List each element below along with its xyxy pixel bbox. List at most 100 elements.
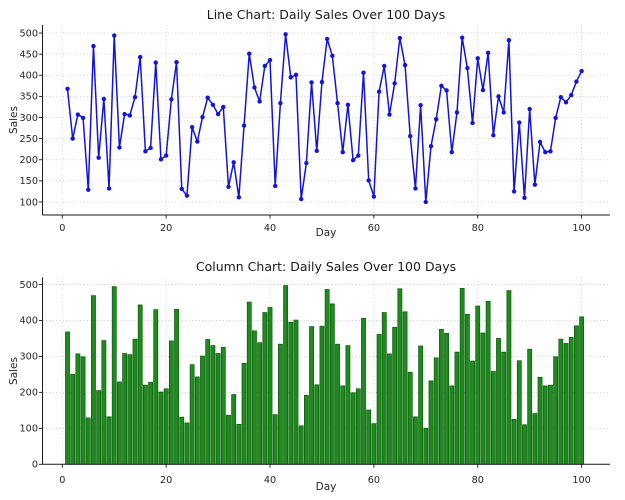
bar bbox=[428, 380, 434, 465]
bar bbox=[324, 289, 330, 465]
bar bbox=[329, 303, 335, 465]
bar bbox=[236, 424, 242, 465]
data-point bbox=[501, 110, 506, 115]
y-tick-label: 400 bbox=[20, 71, 39, 82]
bar bbox=[335, 343, 340, 465]
data-point bbox=[527, 106, 532, 112]
y-tick-label: 150 bbox=[20, 176, 39, 187]
data-point bbox=[496, 94, 501, 99]
bar bbox=[459, 288, 465, 465]
bar bbox=[413, 416, 418, 465]
data-point bbox=[65, 86, 70, 91]
bar bbox=[215, 353, 221, 465]
data-point bbox=[273, 183, 278, 189]
data-point bbox=[298, 196, 304, 202]
bar bbox=[246, 301, 252, 465]
column-chart-xlabel: Day bbox=[315, 481, 337, 493]
bar bbox=[153, 309, 159, 465]
data-point bbox=[184, 193, 190, 198]
bar bbox=[174, 308, 179, 465]
bar bbox=[350, 392, 356, 465]
data-point bbox=[117, 145, 122, 150]
data-point bbox=[122, 111, 127, 117]
bar bbox=[220, 347, 226, 465]
bar bbox=[80, 356, 86, 465]
data-point bbox=[70, 136, 75, 141]
y-tick-label: 200 bbox=[20, 155, 39, 166]
data-point bbox=[288, 75, 293, 80]
data-point bbox=[80, 115, 86, 121]
data-point bbox=[262, 63, 268, 69]
data-point bbox=[543, 149, 548, 155]
data-point bbox=[127, 113, 133, 118]
bar bbox=[392, 326, 398, 465]
data-point bbox=[96, 155, 101, 160]
bar bbox=[101, 340, 107, 465]
x-tick-label: 40 bbox=[264, 475, 276, 486]
data-point bbox=[397, 35, 403, 41]
x-tick-label: 40 bbox=[264, 223, 276, 234]
bar bbox=[475, 305, 481, 465]
column-chart-ylabel: Sales bbox=[8, 357, 20, 385]
data-point bbox=[522, 195, 527, 200]
bar bbox=[205, 339, 211, 465]
data-point bbox=[532, 182, 538, 187]
bar bbox=[553, 356, 559, 465]
bar bbox=[200, 355, 205, 465]
bar bbox=[449, 385, 455, 465]
data-point bbox=[215, 111, 221, 117]
data-point bbox=[423, 199, 429, 205]
bar bbox=[574, 325, 579, 465]
bar bbox=[91, 295, 96, 465]
bar bbox=[65, 331, 70, 465]
bar bbox=[278, 343, 283, 465]
bar bbox=[496, 338, 501, 465]
data-point bbox=[517, 120, 522, 125]
bar bbox=[111, 286, 117, 465]
bar bbox=[314, 384, 320, 465]
bar bbox=[418, 345, 424, 465]
x-tick-label: 100 bbox=[572, 475, 591, 486]
data-point bbox=[428, 144, 434, 149]
bar bbox=[490, 371, 496, 465]
bar bbox=[485, 301, 491, 465]
data-point bbox=[241, 123, 247, 128]
data-point bbox=[86, 187, 91, 192]
column-chart-ticks: 0 100 200 300 400 500 0 20 40 60 80 100 bbox=[20, 280, 591, 486]
bar bbox=[272, 414, 278, 465]
bar bbox=[376, 334, 382, 465]
data-point bbox=[153, 60, 158, 65]
bar bbox=[366, 409, 372, 465]
data-point bbox=[350, 157, 356, 163]
data-point bbox=[371, 194, 377, 199]
bar bbox=[407, 371, 413, 465]
column-chart-title: Column Chart: Daily Sales Over 100 Days bbox=[195, 259, 457, 274]
data-point bbox=[174, 59, 179, 65]
data-point bbox=[195, 139, 200, 144]
data-point bbox=[537, 139, 543, 145]
data-point bbox=[558, 95, 564, 100]
bar bbox=[231, 394, 237, 465]
bar bbox=[262, 312, 268, 465]
bar bbox=[288, 321, 294, 465]
bar bbox=[522, 424, 527, 465]
bar bbox=[340, 385, 346, 465]
data-point bbox=[221, 104, 226, 110]
bar bbox=[75, 353, 81, 465]
data-point bbox=[252, 85, 257, 90]
bar bbox=[345, 345, 351, 465]
data-point bbox=[148, 145, 153, 151]
x-tick-label: 0 bbox=[59, 223, 65, 234]
data-point bbox=[569, 92, 574, 98]
bar bbox=[568, 336, 574, 465]
y-tick-label: 350 bbox=[20, 92, 39, 103]
data-point bbox=[480, 87, 486, 93]
data-point bbox=[376, 89, 382, 94]
data-point bbox=[101, 96, 107, 102]
bar bbox=[563, 343, 569, 465]
data-point bbox=[189, 125, 195, 130]
data-point bbox=[444, 88, 449, 93]
data-point bbox=[506, 37, 512, 43]
bar bbox=[532, 413, 538, 465]
